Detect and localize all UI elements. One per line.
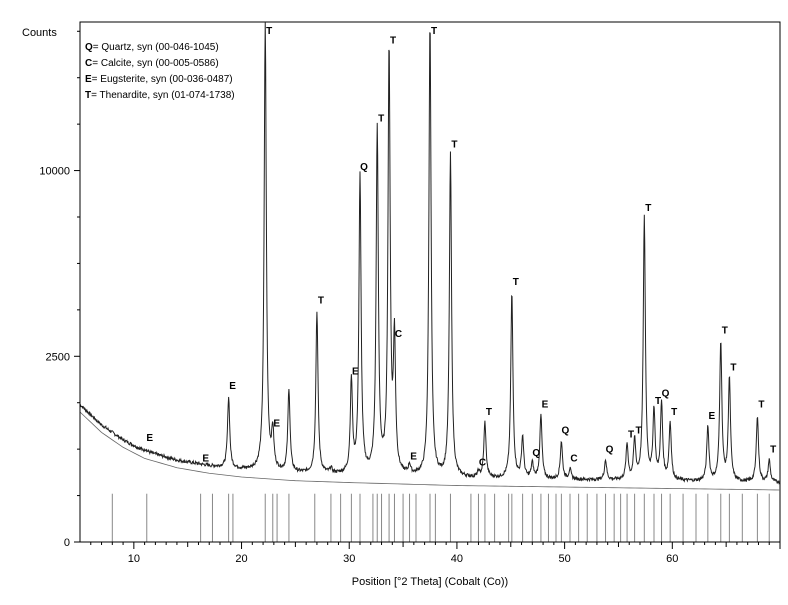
peak-label: E xyxy=(352,366,359,377)
peak-label: Q xyxy=(561,426,569,437)
legend-code: T xyxy=(85,90,91,101)
peak-label: T xyxy=(645,203,651,214)
x-tick-label: 60 xyxy=(666,553,678,565)
legend-code: Q xyxy=(85,42,93,53)
y-axis-title: Counts xyxy=(22,27,57,39)
reference-lines xyxy=(111,493,770,542)
peak-label: T xyxy=(758,400,764,411)
legend-code: C xyxy=(85,58,92,69)
peak-label: T xyxy=(513,277,519,288)
peak-label: E xyxy=(229,381,236,392)
legend: Q= Quartz, syn (00-046-1045)C= Calcite, … xyxy=(85,42,235,101)
x-tick-label: 20 xyxy=(235,553,247,565)
peak-label: T xyxy=(671,407,677,418)
peak-label: C xyxy=(479,457,486,468)
x-tick-label: 40 xyxy=(451,553,463,565)
legend-label: = Quartz, syn (00-046-1045) xyxy=(93,42,219,53)
peak-label: C xyxy=(570,454,577,465)
legend-entry: T= Thenardite, syn (01-074-1738) xyxy=(85,90,235,101)
x-axis-title: Position [°2 Theta] (Cobalt (Co)) xyxy=(352,576,508,588)
peak-label: C xyxy=(395,329,402,340)
y-tick-label: 2500 xyxy=(46,351,70,363)
y-tick-label: 10000 xyxy=(39,166,70,178)
peak-label: E xyxy=(202,454,209,465)
peak-label: T xyxy=(266,26,272,37)
peak-label: Q xyxy=(532,448,540,459)
legend-label: = Calcite, syn (00-005-0586) xyxy=(92,58,218,69)
legend-entry: Q= Quartz, syn (00-046-1045) xyxy=(85,42,219,53)
peak-label: T xyxy=(431,26,437,37)
peak-label: Q xyxy=(360,162,368,173)
peak-label: T xyxy=(486,407,492,418)
peak-label: T xyxy=(655,396,661,407)
peak-label: T xyxy=(730,363,736,374)
legend-entry: C= Calcite, syn (00-005-0586) xyxy=(85,58,219,69)
peak-label: Q xyxy=(662,389,670,400)
legend-entry: E= Eugsterite, syn (00-036-0487) xyxy=(85,74,233,85)
peak-label: T xyxy=(378,114,384,125)
peak-label: T xyxy=(318,296,324,307)
legend-code: E xyxy=(85,74,92,85)
background-curve xyxy=(79,411,781,491)
peak-label: T xyxy=(722,325,728,336)
x-tick-label: 50 xyxy=(558,553,570,565)
peak-label: E xyxy=(542,400,549,411)
y-tick-label: 0 xyxy=(64,537,70,549)
legend-label: = Thenardite, syn (01-074-1738) xyxy=(91,90,235,101)
x-tick-label: 30 xyxy=(343,553,355,565)
x-tick-label: 10 xyxy=(128,553,140,565)
peak-label: Q xyxy=(606,444,614,455)
peak-label: E xyxy=(709,411,716,422)
peak-label: T xyxy=(636,426,642,437)
peak-label: T xyxy=(451,140,457,151)
peak-label: T xyxy=(628,429,634,440)
peak-label: T xyxy=(390,36,396,47)
axes: 10 20 30 40 50 60 0 2500 10000 xyxy=(39,22,781,565)
peak-label: E xyxy=(273,418,280,429)
pattern-line xyxy=(79,21,781,485)
peak-label: T xyxy=(770,444,776,455)
legend-label: = Eugsterite, syn (00-036-0487) xyxy=(92,74,233,85)
peak-label: E xyxy=(146,433,153,444)
peak-label: E xyxy=(410,452,417,463)
pattern-curve xyxy=(79,21,781,485)
background-line xyxy=(79,411,781,491)
